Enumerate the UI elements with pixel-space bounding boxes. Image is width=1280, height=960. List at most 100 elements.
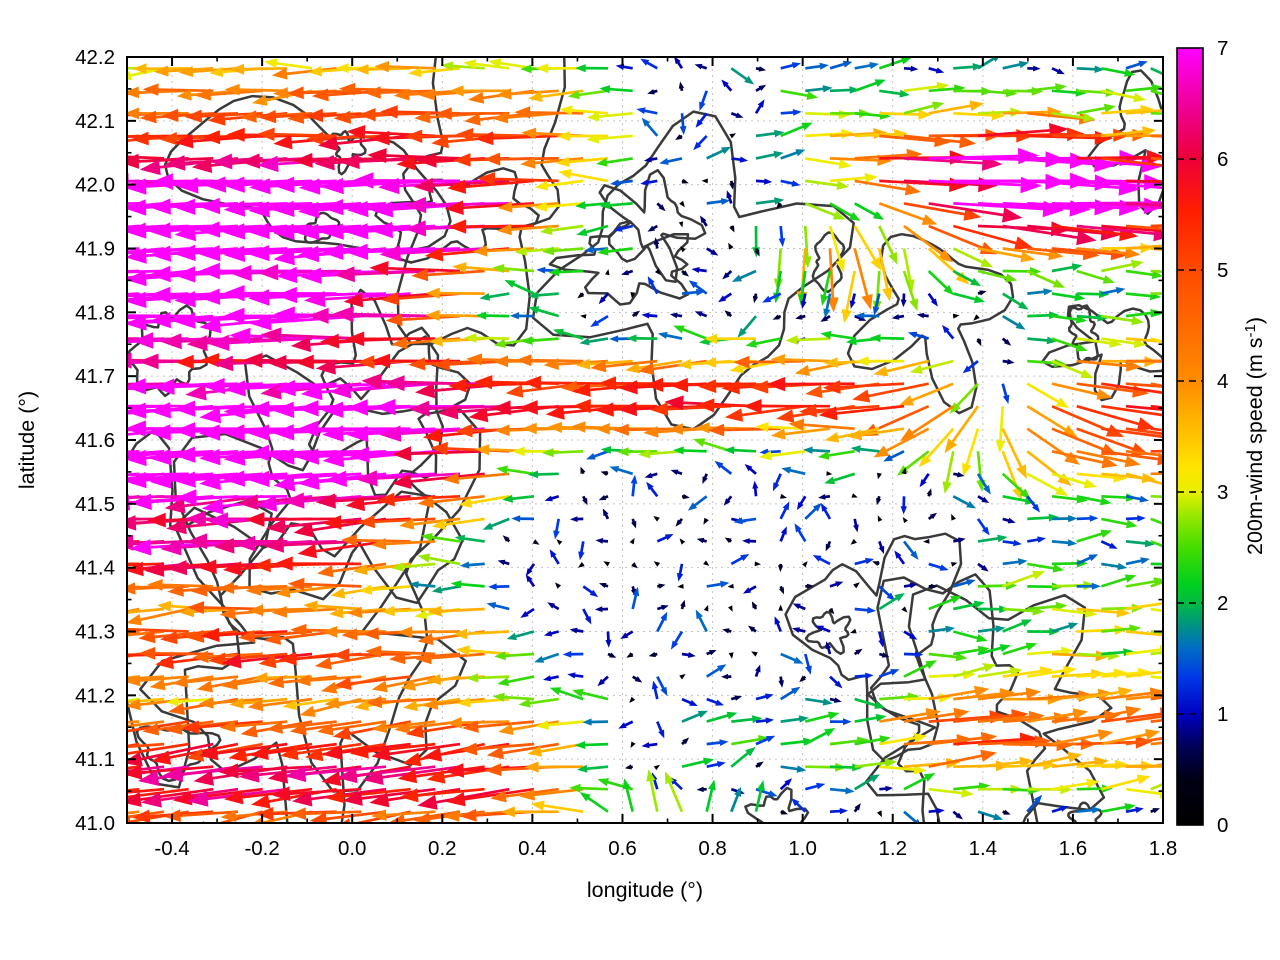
wind-arrow-tail [127, 449, 165, 456]
wind-arrow-tail [1150, 111, 1163, 115]
wind-arrow-head [127, 199, 147, 216]
wind-arrow-head [617, 447, 629, 457]
wind-arrow-tail [831, 382, 905, 389]
wind-arrow-tail [1101, 670, 1145, 678]
wind-arrow-tail [172, 765, 263, 777]
wind-arrow-head [944, 438, 958, 454]
wind-arrow-head [474, 375, 493, 390]
wind-arrow-head [29, 175, 50, 191]
wind-arrow-head [303, 600, 318, 612]
wind-arrow-head [324, 697, 340, 709]
wind-arrow-head [788, 418, 805, 431]
wind-arrow-head [668, 423, 683, 435]
wind-arrow-head [799, 675, 806, 683]
wind-arrow-head [703, 517, 709, 525]
wind-arrow-head [255, 495, 278, 512]
wind-arrow-head [222, 561, 243, 576]
wind-arrow-tail [423, 555, 461, 566]
wind-arrow-head [454, 534, 466, 543]
wind-arrow-head [694, 311, 703, 317]
wind-arrow-tail [1051, 359, 1089, 378]
wind-arrow-head [855, 356, 869, 367]
wind-arrow-head [139, 110, 157, 124]
wind-arrow-head [397, 769, 418, 784]
wind-arrow-head [1067, 539, 1078, 547]
wind-arrow-head [820, 330, 832, 340]
wind-arrow-head [458, 497, 473, 508]
wind-arrow-head [419, 88, 436, 101]
wind-arrow-head [51, 290, 72, 306]
wind-arrow-head [371, 746, 391, 762]
wind-arrow-tail [1076, 708, 1135, 723]
wind-arrow-head [424, 247, 444, 262]
wind-arrow-head [693, 438, 706, 447]
wind-arrow-head [855, 648, 863, 655]
x-tick-label: 1.6 [1059, 837, 1088, 860]
wind-arrow-tail [1076, 224, 1163, 236]
wind-arrow-head [370, 130, 390, 146]
wind-arrow-tail [162, 179, 263, 183]
wind-arrow-head [527, 746, 543, 757]
wind-arrow-head [980, 564, 989, 572]
wind-arrow-tail [342, 675, 411, 686]
wind-arrow-tail [853, 225, 880, 266]
wind-arrow-head [900, 57, 912, 65]
wind-arrow-tail [255, 697, 313, 708]
wind-arrow-tail [1101, 712, 1163, 723]
wind-arrow-head [514, 106, 531, 119]
wind-arrow-head [693, 141, 702, 151]
wind-arrow-head [160, 539, 182, 556]
wind-arrow-tail [408, 787, 485, 798]
wind-arrow-tail [1027, 179, 1130, 190]
wind-arrow-head [878, 545, 885, 554]
wind-arrow-head [297, 245, 320, 263]
wind-arrow-head [610, 179, 620, 187]
wind-arrow-head [415, 383, 436, 399]
wind-arrow-head [953, 707, 970, 720]
wind-arrow-head [1212, 218, 1229, 231]
wind-arrow-head [629, 696, 636, 703]
wind-arrow-tail [289, 697, 337, 708]
wind-arrow-head [431, 519, 446, 530]
wind-arrow-head [995, 625, 1006, 633]
wind-arrow-head [456, 127, 474, 142]
wind-arrow-tail [1100, 776, 1145, 791]
wind-arrow-head [598, 296, 606, 305]
wind-arrow-head [600, 446, 612, 454]
wind-arrow-tail [302, 157, 387, 163]
wind-arrow-head [223, 402, 245, 419]
wind-arrow-head [918, 109, 932, 120]
wind-arrow-head [103, 791, 122, 805]
colorbar-title-superscript: -1 [1242, 324, 1259, 337]
wind-arrow-head [890, 669, 900, 676]
wind-arrow-tail [928, 179, 1032, 187]
wind-arrow-head [444, 200, 464, 215]
wind-arrow-head [149, 312, 171, 329]
wind-arrow-head [399, 788, 419, 803]
wind-arrow-head [223, 200, 246, 217]
wind-arrow-head [1124, 247, 1141, 259]
wind-arrow-head [793, 656, 804, 664]
wind-arrow-tail [953, 202, 1054, 211]
wind-arrow-tail [423, 652, 485, 661]
wind-arrow-head [942, 481, 952, 494]
wind-arrow-tail [453, 202, 535, 210]
wind-arrow-tail [1076, 652, 1115, 658]
wind-arrow-head [909, 364, 923, 374]
wind-arrow-head [598, 495, 607, 501]
wind-arrow-head [51, 204, 73, 220]
wind-arrow-tail [491, 157, 559, 161]
wind-arrow-head [805, 665, 812, 675]
wind-arrow-tail [534, 89, 584, 99]
wind-arrow-tail [1076, 671, 1121, 678]
wind-arrow-head [369, 792, 390, 808]
wind-arrow-head [1125, 705, 1142, 718]
wind-arrow-head [362, 627, 379, 640]
wind-arrow-head [402, 752, 422, 767]
wind-arrow-head [754, 561, 761, 567]
wind-arrow-head [267, 768, 289, 784]
wind-arrow-head [322, 450, 345, 468]
wind-arrow-head [852, 389, 871, 403]
wind-arrow-head [306, 131, 324, 146]
wind-arrow-head [552, 328, 564, 337]
